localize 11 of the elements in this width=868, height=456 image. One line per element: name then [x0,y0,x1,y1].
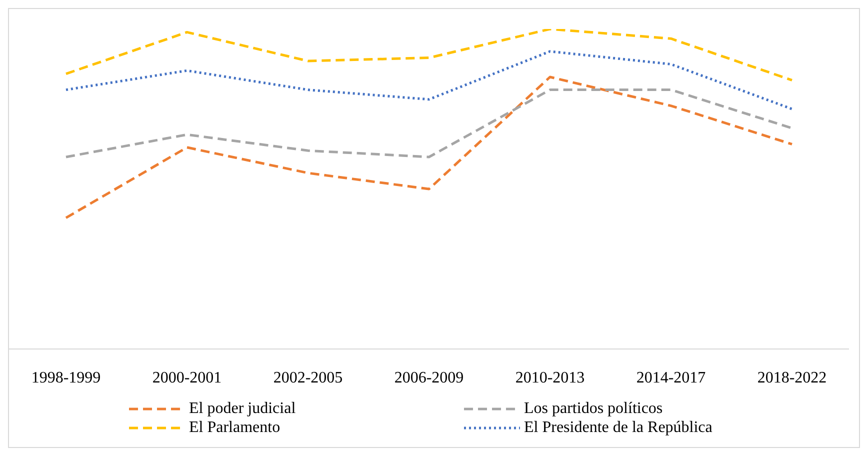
x-tick-label: 2014-2017 [636,369,706,386]
x-tick-label: 2006-2009 [394,369,464,386]
legend-label: El poder judicial [189,399,296,418]
x-tick-label: 2018-2022 [757,369,827,386]
x-tick-label: 2002-2005 [273,369,343,386]
x-tick-label: 1998-1999 [31,369,101,386]
x-tick-label: 2000-2001 [152,369,222,386]
x-tick-label: 2010-2013 [515,369,585,386]
legend-label: Los partidos políticos [524,399,663,418]
legend-label: El Parlamento [189,418,280,437]
legend-label: El Presidente de la República [524,418,712,437]
